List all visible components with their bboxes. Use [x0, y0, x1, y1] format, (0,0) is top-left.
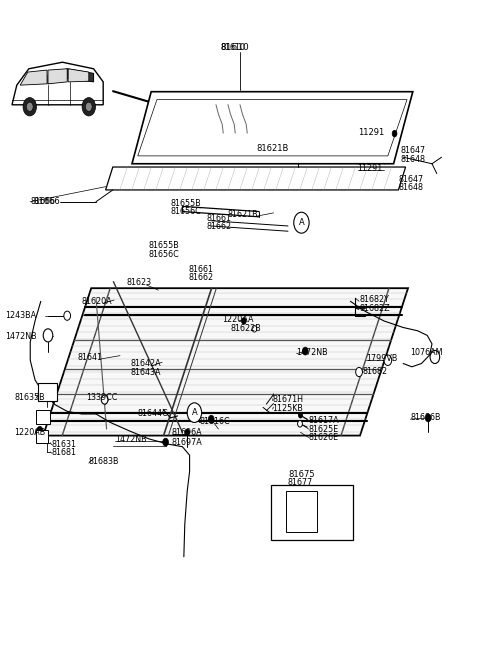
Polygon shape: [12, 62, 103, 105]
Polygon shape: [48, 69, 67, 84]
Text: 81661: 81661: [206, 214, 231, 223]
Circle shape: [101, 395, 108, 404]
Bar: [36, 430, 48, 443]
Circle shape: [85, 102, 92, 111]
Circle shape: [43, 329, 53, 342]
Circle shape: [430, 350, 440, 364]
Polygon shape: [68, 69, 89, 82]
Text: 81641: 81641: [78, 353, 103, 362]
Text: 1339CC: 1339CC: [86, 393, 118, 402]
Text: 81655B: 81655B: [149, 241, 180, 250]
Text: 81655B: 81655B: [170, 198, 201, 208]
Text: 81620A: 81620A: [82, 297, 112, 307]
Circle shape: [241, 318, 246, 324]
Text: 1243BA: 1243BA: [5, 310, 36, 320]
Text: 81656C: 81656C: [149, 250, 180, 259]
Text: 81682: 81682: [362, 367, 387, 376]
Circle shape: [82, 98, 96, 116]
Text: 81666: 81666: [34, 197, 60, 206]
Text: 81682Z: 81682Z: [359, 304, 390, 313]
Text: A: A: [192, 408, 197, 417]
Circle shape: [356, 367, 362, 377]
Text: 11291: 11291: [358, 164, 383, 174]
Circle shape: [299, 413, 302, 418]
Circle shape: [163, 438, 168, 446]
Text: 81610: 81610: [221, 43, 250, 52]
Text: 81617A: 81617A: [309, 416, 339, 425]
Text: 81625E: 81625E: [309, 424, 339, 434]
Text: 81622B: 81622B: [230, 324, 261, 333]
Circle shape: [384, 355, 392, 365]
Polygon shape: [48, 69, 94, 84]
Circle shape: [252, 326, 257, 332]
Text: 81666: 81666: [30, 197, 55, 206]
Text: 81621B: 81621B: [257, 144, 289, 153]
Circle shape: [392, 130, 397, 137]
Polygon shape: [138, 100, 407, 156]
Text: 81648: 81648: [398, 183, 423, 193]
Text: 81683B: 81683B: [89, 457, 120, 466]
Text: 81697A: 81697A: [171, 438, 202, 447]
Text: 81647: 81647: [401, 146, 426, 155]
Text: 1125KB: 1125KB: [273, 403, 303, 413]
Polygon shape: [106, 167, 406, 190]
Text: 81610: 81610: [221, 43, 246, 52]
Circle shape: [298, 421, 302, 427]
Text: 1472NB: 1472NB: [297, 348, 328, 357]
Text: 81682Y: 81682Y: [359, 295, 389, 305]
Text: 81662: 81662: [189, 273, 214, 282]
Text: 81643A: 81643A: [131, 367, 161, 377]
Text: 81656C: 81656C: [170, 207, 201, 216]
Bar: [38, 383, 57, 401]
Bar: [286, 491, 317, 532]
Circle shape: [37, 426, 43, 434]
Polygon shape: [43, 288, 408, 436]
Text: 81662: 81662: [206, 222, 231, 231]
Text: 81671H: 81671H: [273, 395, 304, 404]
Text: 81681: 81681: [52, 448, 77, 457]
Circle shape: [26, 102, 33, 111]
Text: 81686B: 81686B: [410, 413, 441, 422]
Text: 81648: 81648: [401, 155, 426, 164]
Polygon shape: [132, 92, 413, 164]
Text: 81623: 81623: [126, 278, 151, 288]
Circle shape: [185, 429, 190, 436]
Text: 81675: 81675: [288, 470, 314, 479]
Text: 81647: 81647: [398, 175, 423, 184]
Text: 1472NB: 1472NB: [5, 331, 36, 341]
Text: 1220AA: 1220AA: [222, 315, 253, 324]
Circle shape: [294, 212, 309, 233]
Text: 81626E: 81626E: [309, 433, 339, 442]
Circle shape: [187, 403, 202, 422]
Text: 81644C: 81644C: [138, 409, 168, 418]
Text: 81677: 81677: [287, 478, 312, 487]
Circle shape: [23, 98, 36, 116]
Text: 81635B: 81635B: [14, 393, 45, 402]
Circle shape: [208, 415, 214, 423]
Circle shape: [302, 347, 308, 355]
Text: 81816C: 81816C: [199, 417, 230, 426]
Text: 81621B: 81621B: [228, 210, 259, 219]
Circle shape: [425, 414, 431, 422]
Text: 1220AB: 1220AB: [14, 428, 46, 438]
Text: 11291: 11291: [358, 128, 384, 138]
Polygon shape: [20, 70, 47, 85]
Bar: [271, 485, 353, 540]
Text: 1472NB: 1472NB: [115, 435, 147, 444]
Text: 1799VB: 1799VB: [366, 354, 397, 364]
Circle shape: [64, 311, 71, 320]
Bar: [36, 410, 50, 424]
Text: 81631: 81631: [52, 440, 77, 449]
Text: 81642A: 81642A: [131, 359, 161, 368]
Text: 1076AM: 1076AM: [410, 348, 443, 357]
Text: 81661: 81661: [189, 265, 214, 274]
Text: A: A: [299, 218, 304, 227]
Text: 81696A: 81696A: [171, 428, 202, 438]
